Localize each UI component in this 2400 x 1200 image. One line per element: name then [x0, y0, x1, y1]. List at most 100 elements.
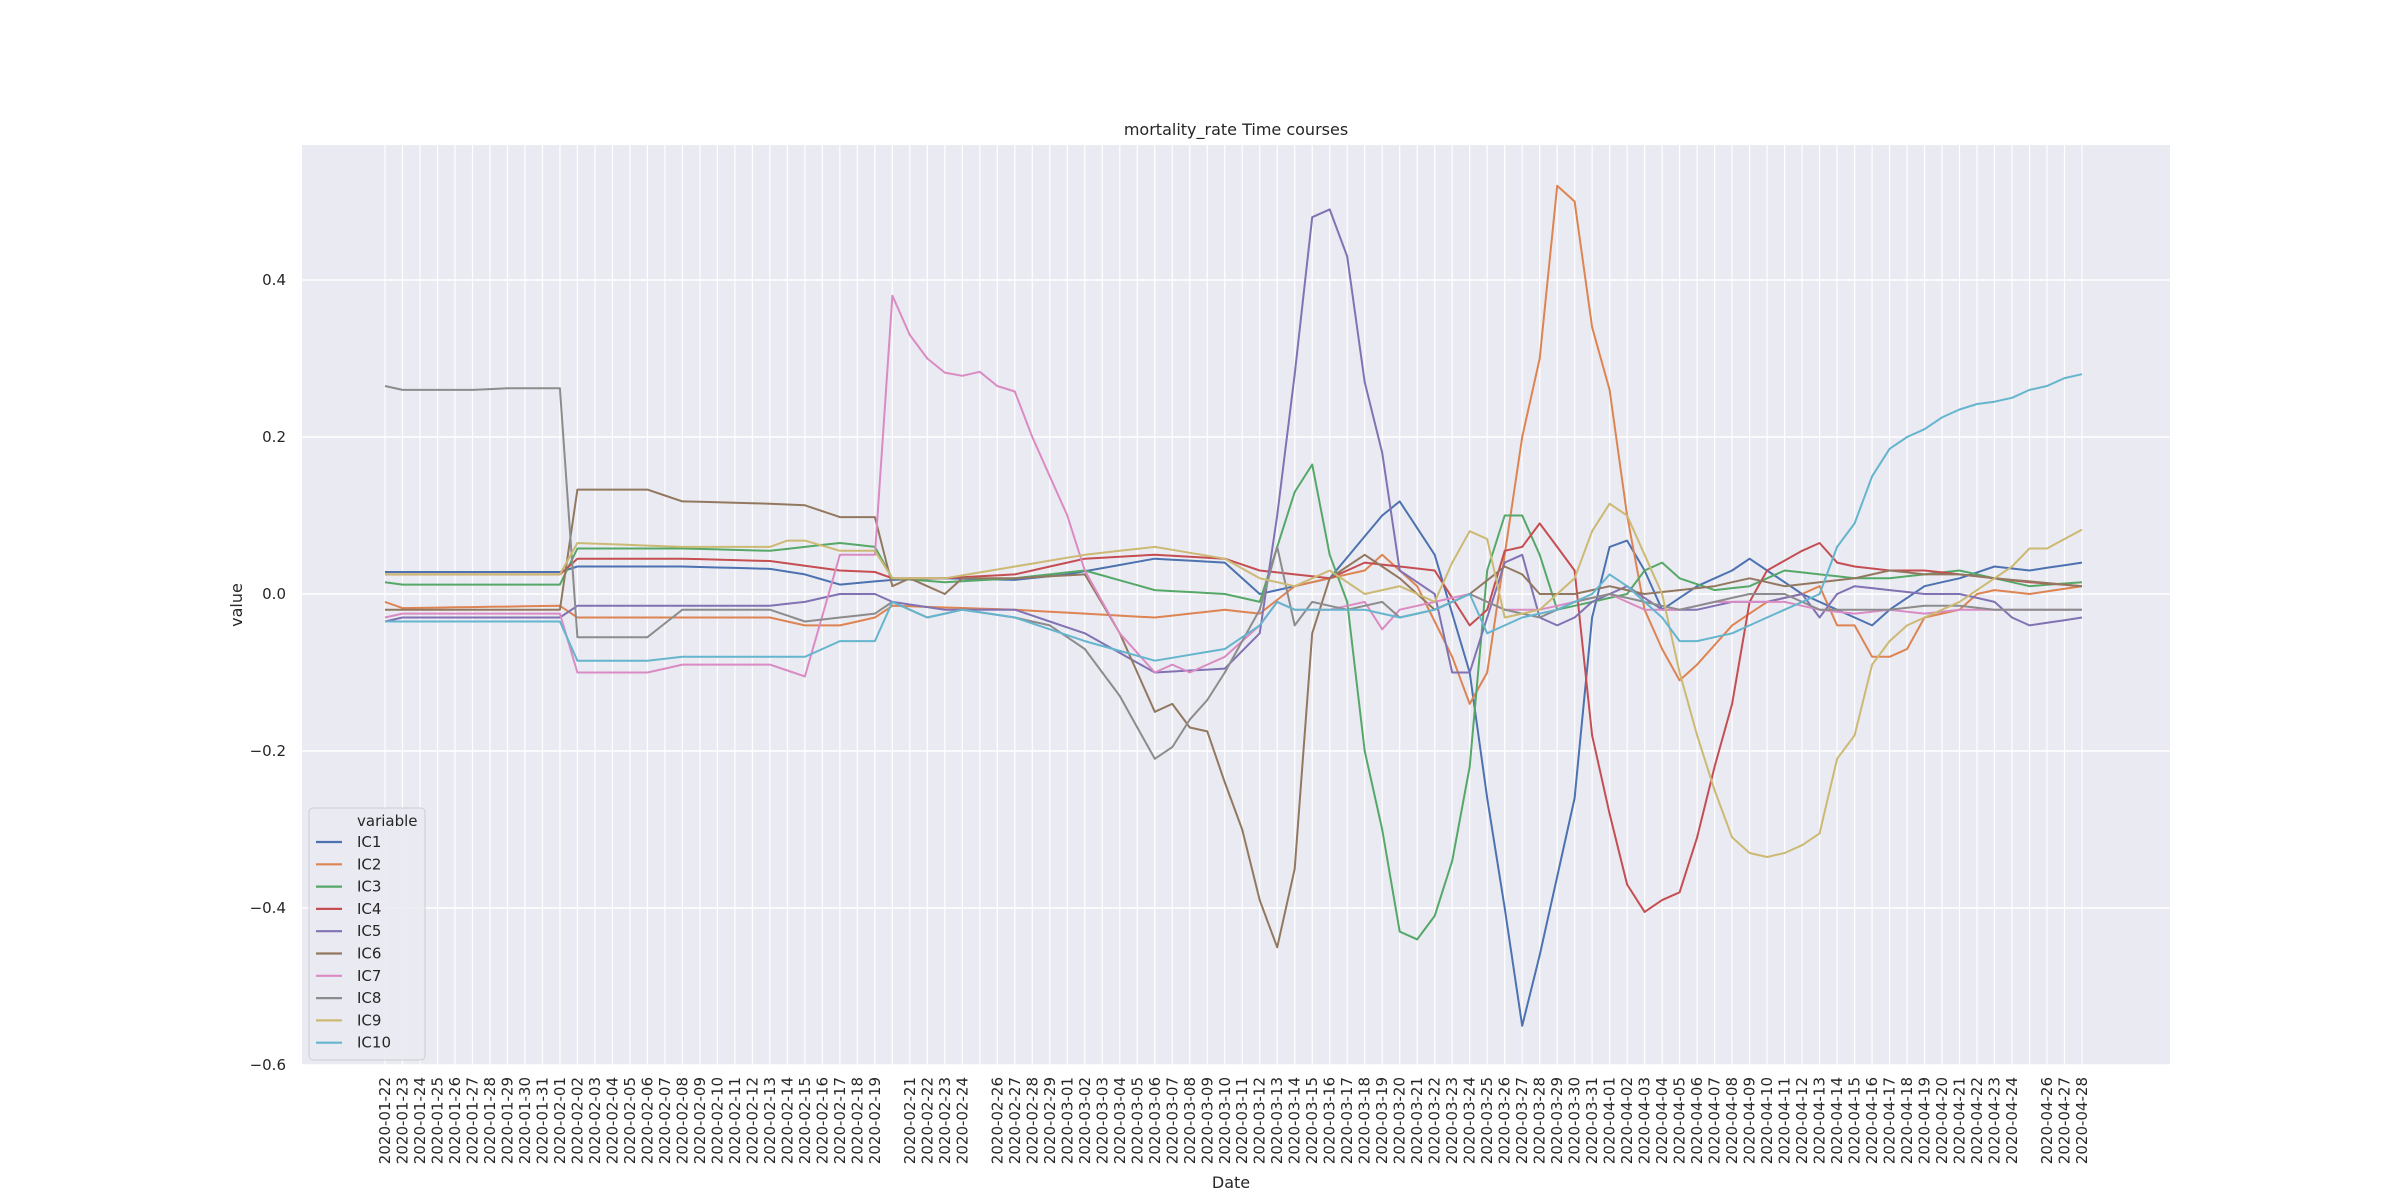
x-tick-label: 2020-04-17 [1881, 1077, 1899, 1164]
x-tick-label: 2020-02-11 [726, 1077, 744, 1164]
x-tick-label: 2020-03-20 [1391, 1077, 1409, 1164]
x-tick-label: 2020-04-23 [1986, 1077, 2004, 1164]
x-tick-label: 2020-02-24 [953, 1077, 971, 1164]
x-tick-label: 2020-03-17 [1338, 1077, 1356, 1164]
series-line-ic9 [385, 502, 2083, 858]
legend-label: IC4 [357, 900, 381, 918]
y-tick-label: −0.4 [250, 899, 286, 917]
x-tick-label: 2020-03-11 [1233, 1077, 1251, 1164]
x-tick-label: 2020-03-08 [1181, 1077, 1199, 1164]
x-tick-label: 2020-04-12 [1793, 1077, 1811, 1164]
x-tick-label: 2020-01-23 [393, 1077, 411, 1164]
x-tick-label: 2020-02-22 [918, 1077, 936, 1164]
legend-label: IC7 [357, 967, 381, 985]
x-tick-label: 2020-02-28 [1023, 1077, 1041, 1164]
x-tick-label: 2020-04-06 [1688, 1077, 1706, 1164]
x-tick-label: 2020-03-25 [1478, 1077, 1496, 1164]
x-tick-label: 2020-04-14 [1828, 1077, 1846, 1164]
x-tick-label: 2020-04-09 [1741, 1077, 1759, 1164]
x-tick-label: 2020-01-28 [481, 1077, 499, 1164]
legend-label: IC8 [357, 989, 381, 1007]
x-tick-label: 2020-03-29 [1548, 1077, 1566, 1164]
legend-title: variable [357, 812, 418, 830]
x-tick-label: 2020-01-24 [411, 1077, 429, 1164]
x-tick-label: 2020-03-01 [1058, 1077, 1076, 1164]
series-line-ic6 [385, 488, 2083, 949]
y-tick-label: 0.2 [262, 428, 286, 446]
x-tick-label: 2020-03-18 [1356, 1077, 1374, 1164]
x-tick-label: 2020-03-15 [1303, 1077, 1321, 1164]
x-tick-label: 2020-01-22 [376, 1077, 394, 1164]
y-grid [302, 279, 2170, 1066]
x-tick-label: 2020-03-30 [1566, 1077, 1584, 1164]
x-tick-label: 2020-01-29 [498, 1077, 516, 1164]
legend-label: IC9 [357, 1011, 381, 1029]
x-tick-label: 2020-02-21 [901, 1077, 919, 1164]
x-tick-label: 2020-03-13 [1268, 1077, 1286, 1164]
y-axis-label: value [227, 583, 246, 627]
x-tick-label: 2020-04-05 [1671, 1077, 1689, 1164]
x-tick-label: 2020-03-27 [1513, 1077, 1531, 1164]
x-tick-label: 2020-02-29 [1041, 1077, 1059, 1164]
x-tick-label: 2020-01-30 [516, 1077, 534, 1164]
y-tick-label: 0.0 [262, 585, 286, 603]
x-tick-label: 2020-02-03 [586, 1077, 604, 1164]
x-tick-label: 2020-03-21 [1408, 1077, 1426, 1164]
x-tick-label: 2020-03-24 [1461, 1077, 1479, 1164]
x-tick-label: 2020-02-13 [761, 1077, 779, 1164]
legend-label: IC10 [357, 1034, 391, 1052]
x-tick-label: 2020-03-28 [1531, 1077, 1549, 1164]
y-tick-label: 0.4 [262, 271, 286, 289]
x-tick-label: 2020-02-08 [673, 1077, 691, 1164]
x-tick-label: 2020-03-10 [1216, 1077, 1234, 1164]
series-lines [384, 184, 2083, 1027]
x-tick-label: 2020-02-01 [551, 1077, 569, 1164]
chart-title: mortality_rate Time courses [1124, 120, 1348, 140]
x-tick-label: 2020-02-16 [813, 1077, 831, 1164]
x-tick-label: 2020-03-04 [1111, 1077, 1129, 1164]
x-tick-label: 2020-02-14 [778, 1077, 796, 1164]
series-line-ic1 [385, 500, 2083, 1027]
series-line-ic7 [384, 294, 2082, 678]
x-tick-label: 2020-02-02 [568, 1077, 586, 1164]
x-tick-label: 2020-04-18 [1898, 1077, 1916, 1164]
x-tick-labels: 2020-01-22 2020-01-23 2020-01-24 2020-01-25… [376, 1077, 2091, 1164]
x-tick-label: 2020-04-16 [1863, 1077, 1881, 1164]
x-tick-label: 2020-03-14 [1286, 1077, 1304, 1164]
x-tick-label: 2020-04-07 [1706, 1077, 1724, 1164]
x-tick-label: 2020-04-26 [2038, 1077, 2056, 1164]
x-tick-label: 2020-04-24 [2003, 1077, 2021, 1164]
x-tick-label: 2020-04-11 [1776, 1077, 1794, 1164]
x-tick-label: 2020-02-07 [656, 1077, 674, 1164]
x-tick-label: 2020-04-10 [1758, 1077, 1776, 1164]
series-line-ic10 [385, 373, 2083, 662]
x-tick-label: 2020-04-08 [1723, 1077, 1741, 1164]
x-tick-label: 2020-04-28 [2073, 1077, 2091, 1164]
legend-label: IC3 [357, 878, 381, 896]
series-line-ic5 [384, 208, 2083, 674]
x-tick-label: 2020-02-12 [743, 1077, 761, 1164]
x-tick-label: 2020-02-10 [708, 1077, 726, 1164]
x-tick-label: 2020-03-31 [1583, 1077, 1601, 1164]
x-tick-label: 2020-04-22 [1968, 1077, 1986, 1164]
x-tick-label: 2020-04-21 [1951, 1077, 1969, 1164]
legend-label: IC6 [357, 945, 381, 963]
x-tick-label: 2020-04-03 [1636, 1077, 1654, 1164]
x-tick-label: 2020-04-13 [1811, 1077, 1829, 1164]
series-line-ic8 [384, 385, 2082, 760]
x-tick-label: 2020-01-25 [428, 1077, 446, 1164]
legend-label: IC5 [357, 922, 381, 940]
legend-label: IC1 [357, 833, 381, 851]
x-tick-label: 2020-02-27 [1006, 1077, 1024, 1164]
x-tick-label: 2020-03-19 [1373, 1077, 1391, 1164]
legend-label: IC2 [357, 855, 381, 873]
x-tick-label: 2020-01-27 [463, 1077, 481, 1164]
x-tick-label: 2020-02-09 [691, 1077, 709, 1164]
x-tick-label: 2020-03-07 [1163, 1077, 1181, 1164]
x-tick-label: 2020-03-22 [1426, 1077, 1444, 1164]
x-tick-label: 2020-03-12 [1251, 1077, 1269, 1164]
x-tick-label: 2020-04-15 [1846, 1077, 1864, 1164]
legend-items: IC1 IC2 IC3 IC4 IC5 IC6 IC7 IC8 IC9 IC10 [316, 833, 391, 1052]
series-line-ic4 [385, 522, 2083, 913]
